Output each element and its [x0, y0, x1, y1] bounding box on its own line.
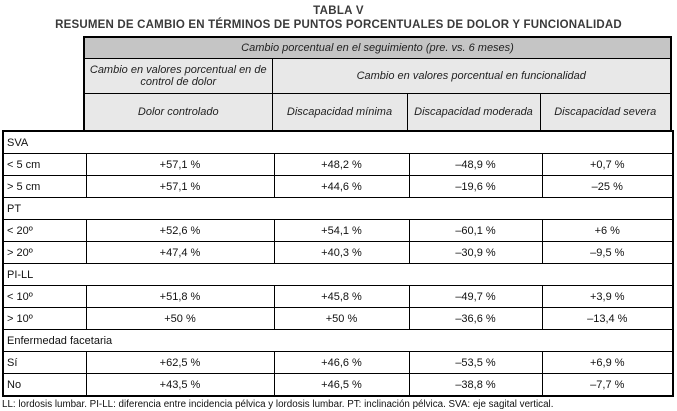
cell-value: +0,7 %	[541, 153, 674, 176]
table-row: No +43,5 % +46,5 % –38,8 % –7,7 %	[2, 373, 674, 397]
cell-value: +54,1 %	[273, 219, 410, 242]
cell-value: +46,6 %	[273, 351, 410, 374]
cell-value: –49,7 %	[408, 285, 543, 308]
data-table: SVA < 5 cm +57,1 % +48,2 % –48,9 % +0,7 …	[2, 130, 675, 397]
header-row-top: Cambio porcentual en el seguimiento (pre…	[83, 36, 672, 59]
row-label: > 10º	[2, 307, 87, 330]
cell-value: +44,6 %	[273, 175, 410, 198]
cell-value: +52,6 %	[85, 219, 275, 242]
cell-value: –25 %	[541, 175, 674, 198]
cell-value: +57,1 %	[85, 175, 275, 198]
header-group-function: Cambio en valores porcentual en funciona…	[271, 58, 672, 94]
section-row-pill: PI-LL	[2, 263, 674, 286]
table-row: > 5 cm +57,1 % +44,6 % –19,6 % –25 %	[2, 175, 674, 198]
row-label: Sí	[2, 351, 87, 374]
cell-value: +51,8 %	[85, 285, 275, 308]
table-row: < 5 cm +57,1 % +48,2 % –48,9 % +0,7 %	[2, 153, 674, 176]
row-label: < 20º	[2, 219, 87, 242]
cell-value: –60,1 %	[408, 219, 543, 242]
row-label: No	[2, 373, 87, 397]
cell-value: +48,2 %	[273, 153, 410, 176]
cell-value: +43,5 %	[85, 373, 275, 397]
cell-value: –38,8 %	[408, 373, 543, 397]
row-label: < 5 cm	[2, 153, 87, 176]
section-label: PT	[2, 197, 674, 220]
section-label: SVA	[2, 130, 674, 154]
cell-value: +50 %	[273, 307, 410, 330]
cell-value: +6 %	[541, 219, 674, 242]
title-block: TABLA V RESUMEN DE CAMBIO EN TÉRMINOS DE…	[0, 0, 677, 32]
cell-value: –19,6 %	[408, 175, 543, 198]
cell-value: +45,8 %	[273, 285, 410, 308]
header-followup: Cambio porcentual en el seguimiento (pre…	[83, 36, 672, 59]
cell-value: –30,9 %	[408, 241, 543, 264]
cell-value: +57,1 %	[85, 153, 275, 176]
header-col-discapacidad-severa: Discapacidad severa	[539, 93, 672, 130]
cell-value: –53,5 %	[408, 351, 543, 374]
header-col-discapacidad-moderada: Discapacidad moderada	[406, 93, 541, 130]
header-col-discapacidad-minima: Discapacidad mínima	[271, 93, 408, 130]
section-label: PI-LL	[2, 263, 674, 286]
cell-value: +62,5 %	[85, 351, 275, 374]
table-footnote: LL: lordosis lumbar. PI-LL: diferencia e…	[2, 399, 554, 410]
cell-value: +46,5 %	[273, 373, 410, 397]
cell-value: +3,9 %	[541, 285, 674, 308]
header-row-groups: Cambio en valores porcentual en de contr…	[83, 58, 672, 94]
table-row: > 10º +50 % +50 % –36,6 % –13,4 %	[2, 307, 674, 330]
cell-value: –13,4 %	[541, 307, 674, 330]
section-row-sva: SVA	[2, 130, 674, 154]
table-row: < 10º +51,8 % +45,8 % –49,7 % +3,9 %	[2, 285, 674, 308]
cell-value: +47,4 %	[85, 241, 275, 264]
table-row: < 20º +52,6 % +54,1 % –60,1 % +6 %	[2, 219, 674, 242]
cell-value: +50 %	[85, 307, 275, 330]
row-label: > 5 cm	[2, 175, 87, 198]
table-row: Sí +62,5 % +46,6 % –53,5 % +6,9 %	[2, 351, 674, 374]
cell-value: +40,3 %	[273, 241, 410, 264]
header-table: Cambio porcentual en el seguimiento (pre…	[83, 36, 672, 130]
section-row-enfermedad-facetaria: Enfermedad facetaria	[2, 329, 674, 352]
cell-value: –36,6 %	[408, 307, 543, 330]
cell-value: +6,9 %	[541, 351, 674, 374]
cell-value: –7,7 %	[541, 373, 674, 397]
header-col-dolor-controlado: Dolor controlado	[83, 93, 273, 130]
cell-value: –9,5 %	[541, 241, 674, 264]
row-label: < 10º	[2, 285, 87, 308]
cell-value: –48,9 %	[408, 153, 543, 176]
section-label: Enfermedad facetaria	[2, 329, 674, 352]
header-row-columns: Dolor controlado Discapacidad mínima Dis…	[83, 93, 672, 130]
header-group-pain: Cambio en valores porcentual en de contr…	[83, 58, 273, 94]
table-number-title: TABLA V	[313, 5, 364, 17]
row-label: > 20º	[2, 241, 87, 264]
table-row: > 20º +47,4 % +40,3 % –30,9 % –9,5 %	[2, 241, 674, 264]
table-subtitle: RESUMEN DE CAMBIO EN TÉRMINOS DE PUNTOS …	[55, 19, 622, 31]
section-row-pt: PT	[2, 197, 674, 220]
